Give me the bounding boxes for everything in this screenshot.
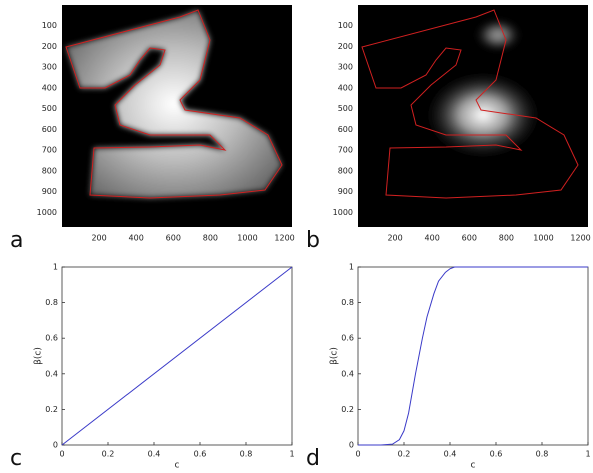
y-tick-label: 0.8 <box>341 298 354 307</box>
y-tick-label: 0.4 <box>341 369 354 378</box>
y-tick-label: 0.6 <box>45 334 58 343</box>
x-tick-label: 0.2 <box>398 450 411 459</box>
y-tick-label: 700 <box>338 146 353 155</box>
x-tick-label: 1200 <box>570 234 590 243</box>
x-tick-label: 1 <box>289 450 294 459</box>
x-tick-label: 200 <box>387 234 402 243</box>
y-tick-label: 200 <box>42 42 57 51</box>
y-tick-label: 0.2 <box>45 405 58 414</box>
y-tick-label: 900 <box>338 187 353 196</box>
x-tick-label: 200 <box>91 234 106 243</box>
plot-area <box>358 267 588 445</box>
x-tick-label: 0.2 <box>102 450 115 459</box>
x-axis-label: c <box>471 461 476 471</box>
y-tick-label: 900 <box>42 187 57 196</box>
x-tick-label: 800 <box>499 234 514 243</box>
y-axis-label: β(c) <box>34 347 44 365</box>
intensity-region <box>473 17 523 53</box>
x-axis-label: c <box>175 461 180 471</box>
y-axis-label: β(c) <box>330 347 340 365</box>
y-tick-label: 500 <box>338 104 353 113</box>
y-tick-label: 400 <box>338 83 353 92</box>
y-tick-label: 1 <box>349 263 354 272</box>
y-tick-label: 0.8 <box>45 298 58 307</box>
y-tick-label: 600 <box>338 125 353 134</box>
x-tick-label: 0 <box>59 450 64 459</box>
x-tick-label: 600 <box>166 234 181 243</box>
x-tick-label: 0.6 <box>194 450 207 459</box>
x-tick-label: 0.8 <box>536 450 549 459</box>
x-tick-label: 400 <box>129 234 144 243</box>
x-tick-label: 800 <box>203 234 218 243</box>
x-tick-label: 400 <box>425 234 440 243</box>
y-tick-label: 0.2 <box>341 405 354 414</box>
y-tick-label: 300 <box>338 63 353 72</box>
y-tick-label: 500 <box>42 104 57 113</box>
x-tick-label: 0.8 <box>240 450 253 459</box>
x-tick-label: 0.6 <box>490 450 503 459</box>
y-tick-label: 1 <box>53 263 58 272</box>
panel-label: c <box>10 446 22 471</box>
y-tick-label: 0.4 <box>45 369 58 378</box>
y-tick-label: 700 <box>42 146 57 155</box>
panel-label: d <box>306 446 320 471</box>
x-tick-label: 0.4 <box>444 450 457 459</box>
y-tick-label: 0 <box>349 441 354 450</box>
y-tick-label: 0 <box>53 441 58 450</box>
panel-label: a <box>10 228 23 253</box>
y-tick-label: 1000 <box>333 208 353 217</box>
x-tick-label: 1200 <box>274 234 294 243</box>
x-tick-label: 1000 <box>237 234 257 243</box>
panel-label: b <box>306 228 320 253</box>
y-tick-label: 800 <box>338 166 353 175</box>
y-tick-label: 300 <box>42 63 57 72</box>
x-tick-label: 0 <box>355 450 360 459</box>
y-tick-label: 200 <box>338 42 353 51</box>
x-tick-label: 600 <box>462 234 477 243</box>
x-tick-label: 0.4 <box>148 450 161 459</box>
y-tick-label: 1000 <box>37 208 57 217</box>
y-tick-label: 0.6 <box>341 334 354 343</box>
x-tick-label: 1 <box>585 450 590 459</box>
y-tick-label: 400 <box>42 83 57 92</box>
x-tick-label: 1000 <box>533 234 553 243</box>
y-tick-label: 100 <box>42 21 57 30</box>
figure: 2004006008001000120010020030040050060070… <box>0 0 593 473</box>
y-tick-label: 600 <box>42 125 57 134</box>
intensity-region <box>423 70 543 160</box>
y-tick-label: 800 <box>42 166 57 175</box>
y-tick-label: 100 <box>338 21 353 30</box>
